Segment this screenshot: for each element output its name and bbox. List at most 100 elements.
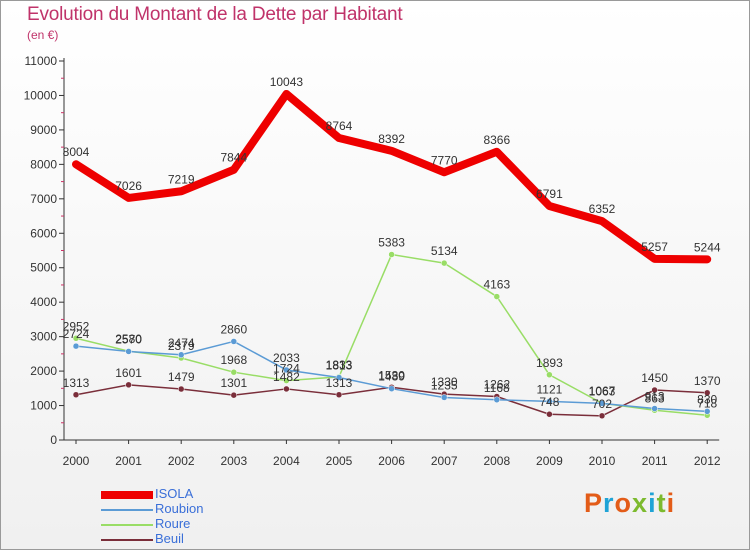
data-point-roubion <box>388 385 395 392</box>
y-tick-label: 9000 <box>30 123 57 137</box>
data-label-isola: 8392 <box>378 132 405 146</box>
x-tick-label: 2008 <box>483 454 510 468</box>
x-tick-label: 2005 <box>326 454 353 468</box>
legend-label: Roure <box>155 516 191 531</box>
y-tick-label: 6000 <box>30 226 57 240</box>
data-point-roubion <box>493 396 501 404</box>
data-label-roubion: 1235 <box>431 378 458 392</box>
data-point-roure <box>440 259 448 267</box>
data-point-roubion <box>125 348 132 355</box>
data-label-roure: 1968 <box>220 353 247 367</box>
data-label-isola: 7770 <box>431 153 458 167</box>
data-label-beuil: 1313 <box>63 376 90 390</box>
data-label-roure: 1067 <box>589 384 616 398</box>
x-tick-label: 2006 <box>378 454 405 468</box>
data-label-roubion: 913 <box>645 390 665 404</box>
data-point-isola <box>283 90 290 97</box>
legend-label: Beuil <box>155 531 184 546</box>
data-label-isola: 8764 <box>326 119 353 133</box>
data-label-roure: 718 <box>697 396 717 410</box>
data-label-roubion: 2860 <box>220 322 247 336</box>
data-point-roubion <box>440 394 448 401</box>
data-point-roubion <box>335 374 343 381</box>
data-point-roure <box>230 368 238 376</box>
data-label-beuil: 1301 <box>220 376 247 390</box>
y-tick-label: 1000 <box>30 399 57 413</box>
data-label-isola: 6791 <box>536 187 563 201</box>
data-point-beuil <box>230 391 238 399</box>
y-tick-label: 0 <box>50 433 57 447</box>
x-tick-label: 2004 <box>273 454 300 468</box>
data-point-isola <box>230 166 237 173</box>
data-label-isola: 5257 <box>641 240 668 254</box>
data-label-roure: 1833 <box>326 358 353 372</box>
x-tick-label: 2000 <box>63 454 90 468</box>
y-tick-label: 8000 <box>30 157 57 171</box>
data-point-isola <box>178 188 185 195</box>
data-label-roure: 2379 <box>168 339 195 353</box>
data-point-roure <box>388 251 395 258</box>
y-tick-label: 2000 <box>30 364 57 378</box>
data-label-roubion: 1489 <box>378 370 405 384</box>
data-point-roure <box>72 335 80 342</box>
data-point-roubion <box>283 366 290 374</box>
y-tick-label: 3000 <box>30 330 57 344</box>
data-point-isola <box>336 135 342 142</box>
data-label-beuil: 1330 <box>431 375 458 389</box>
legend-swatch <box>101 524 153 526</box>
data-label-roure: 5383 <box>378 236 405 250</box>
data-point-roubion <box>546 398 553 405</box>
x-tick-label: 2007 <box>431 454 458 468</box>
data-point-roubion <box>230 338 238 345</box>
y-tick-label: 4000 <box>30 295 57 309</box>
data-point-roubion <box>651 405 658 412</box>
data-label-beuil: 748 <box>539 395 559 409</box>
legend-swatch <box>101 491 153 499</box>
x-tick-label: 2011 <box>642 454 668 468</box>
x-tick-label: 2009 <box>536 454 563 468</box>
proxiti-logo: Proxiti <box>584 488 676 518</box>
y-tick-label: 7000 <box>30 192 57 206</box>
data-point-isola <box>599 218 605 225</box>
x-tick-label: 2002 <box>168 454 195 468</box>
data-point-isola <box>73 161 79 168</box>
data-point-beuil <box>335 391 343 399</box>
data-label-roubion: 2033 <box>273 351 300 365</box>
y-tick-label: 10000 <box>24 88 58 102</box>
data-point-beuil <box>72 391 80 399</box>
data-point-roubion <box>598 400 606 407</box>
legend-swatch <box>101 539 153 541</box>
legend-label: ISOLA <box>155 486 194 501</box>
data-point-isola <box>388 147 395 154</box>
data-label-roubion: 2474 <box>168 336 195 350</box>
data-label-isola: 7844 <box>220 151 247 165</box>
legend-label: Roubion <box>155 501 204 516</box>
data-label-beuil: 1313 <box>326 376 353 390</box>
data-label-roure: 2580 <box>115 332 142 346</box>
chart-title: Evolution du Montant de la Dette par Hab… <box>27 4 403 25</box>
data-point-roubion <box>177 351 185 359</box>
data-label-roure: 4163 <box>483 278 510 292</box>
data-label-roure: 2952 <box>63 319 90 333</box>
data-label-roure: 1893 <box>536 356 563 370</box>
data-label-beuil: 1601 <box>115 366 142 380</box>
data-point-roubion <box>703 408 711 415</box>
data-label-roubion: 830 <box>697 392 717 406</box>
legend-swatch <box>101 509 153 511</box>
data-point-isola <box>125 194 132 201</box>
data-label-isola: 8004 <box>63 145 90 159</box>
data-point-beuil <box>703 389 711 397</box>
data-point-roubion <box>72 342 80 350</box>
y-tick-label: 5000 <box>30 261 57 275</box>
data-label-isola: 6352 <box>589 202 616 216</box>
data-label-isola: 5244 <box>694 240 721 254</box>
data-label-roubion: 1063 <box>589 384 616 398</box>
data-label-isola: 10043 <box>270 75 304 89</box>
data-label-roure: 1724 <box>273 362 300 376</box>
x-tick-label: 2001 <box>115 454 142 468</box>
data-label-isola: 8366 <box>483 133 510 147</box>
data-label-isola: 7219 <box>168 172 195 186</box>
data-point-roure <box>493 293 501 300</box>
